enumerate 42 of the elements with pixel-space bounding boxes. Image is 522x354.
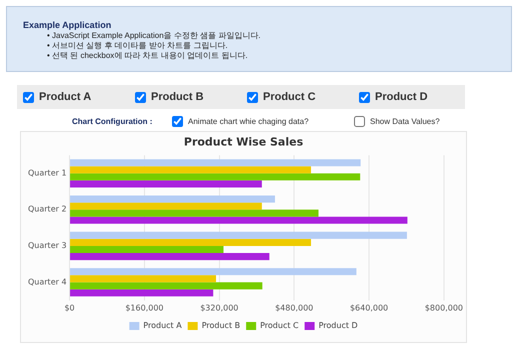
bar bbox=[70, 210, 318, 217]
bar bbox=[70, 195, 275, 203]
x-tick-label: $480,000 bbox=[275, 303, 314, 312]
bar bbox=[70, 268, 356, 276]
bar bbox=[70, 246, 224, 254]
text: • 서브미션 실행 후 데이타를 받아 차트를 그립니다. bbox=[47, 41, 229, 51]
x-tick-label: $320,000 bbox=[200, 303, 238, 312]
text: Show Data Values? bbox=[370, 117, 440, 126]
bar bbox=[70, 275, 216, 282]
legend-label: Product C bbox=[260, 321, 300, 330]
bar bbox=[70, 202, 262, 210]
bar bbox=[70, 232, 407, 239]
bar bbox=[70, 159, 361, 166]
bar bbox=[70, 282, 262, 290]
text: Chart Configuration : bbox=[72, 117, 152, 126]
text: Product C bbox=[263, 91, 316, 103]
text: • 선택 된 checkbox에 따라 차트 내용이 업데이트 됩니다. bbox=[47, 51, 249, 61]
y-tick-label: Quarter 4 bbox=[28, 277, 67, 286]
text: Animate chart whie chaging data? bbox=[188, 117, 309, 126]
bar bbox=[70, 238, 312, 246]
bar bbox=[70, 216, 408, 224]
x-tick-label: $640,000 bbox=[350, 303, 388, 312]
chart-title: Product Wise Sales bbox=[184, 135, 304, 148]
bar bbox=[70, 173, 360, 180]
x-tick-label: $800,000 bbox=[424, 303, 463, 312]
y-tick-label: Quarter 3 bbox=[28, 241, 67, 250]
text: Product B bbox=[151, 91, 204, 103]
legend-label: Product B bbox=[202, 321, 240, 330]
legend-label: Product D bbox=[318, 321, 358, 330]
bar bbox=[70, 289, 214, 296]
text: • JavaScript Example Application을 수정한 샘플 파일입니다. bbox=[47, 31, 261, 41]
bar bbox=[70, 180, 262, 188]
x-tick-label: $0 bbox=[64, 303, 75, 312]
y-tick-label: Quarter 1 bbox=[28, 168, 67, 178]
y-tick-label: Quarter 2 bbox=[28, 204, 67, 214]
text: Product A bbox=[39, 91, 92, 103]
text: Product D bbox=[375, 91, 428, 103]
bar bbox=[70, 166, 312, 174]
x-tick-label: $160,000 bbox=[125, 303, 164, 312]
bar bbox=[70, 253, 270, 260]
text: Example Application bbox=[23, 20, 112, 30]
legend-label: Product A bbox=[143, 321, 182, 330]
